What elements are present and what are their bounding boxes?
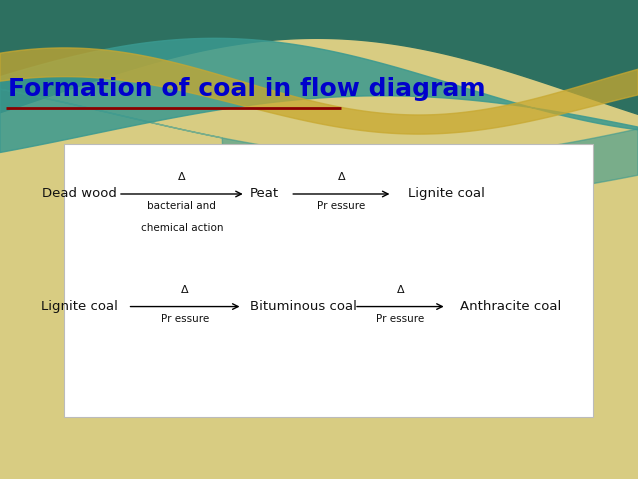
- Text: Δ: Δ: [338, 172, 345, 182]
- Text: Δ: Δ: [181, 285, 189, 295]
- Text: Δ: Δ: [178, 172, 186, 182]
- Text: Pr essure: Pr essure: [161, 314, 209, 324]
- Text: Pr essure: Pr essure: [317, 201, 366, 211]
- Text: Δ: Δ: [397, 285, 404, 295]
- Text: bacterial and: bacterial and: [147, 201, 216, 211]
- Text: Peat: Peat: [250, 187, 279, 201]
- Text: Anthracite coal: Anthracite coal: [460, 300, 561, 313]
- Text: Lignite coal: Lignite coal: [41, 300, 118, 313]
- FancyBboxPatch shape: [64, 144, 593, 417]
- Text: Formation of coal in flow diagram: Formation of coal in flow diagram: [8, 77, 486, 101]
- Text: Bituminous coal: Bituminous coal: [249, 300, 357, 313]
- Text: chemical action: chemical action: [140, 223, 223, 233]
- Text: Pr essure: Pr essure: [376, 314, 424, 324]
- Text: Lignite coal: Lignite coal: [408, 187, 485, 201]
- Text: Dead wood: Dead wood: [42, 187, 117, 201]
